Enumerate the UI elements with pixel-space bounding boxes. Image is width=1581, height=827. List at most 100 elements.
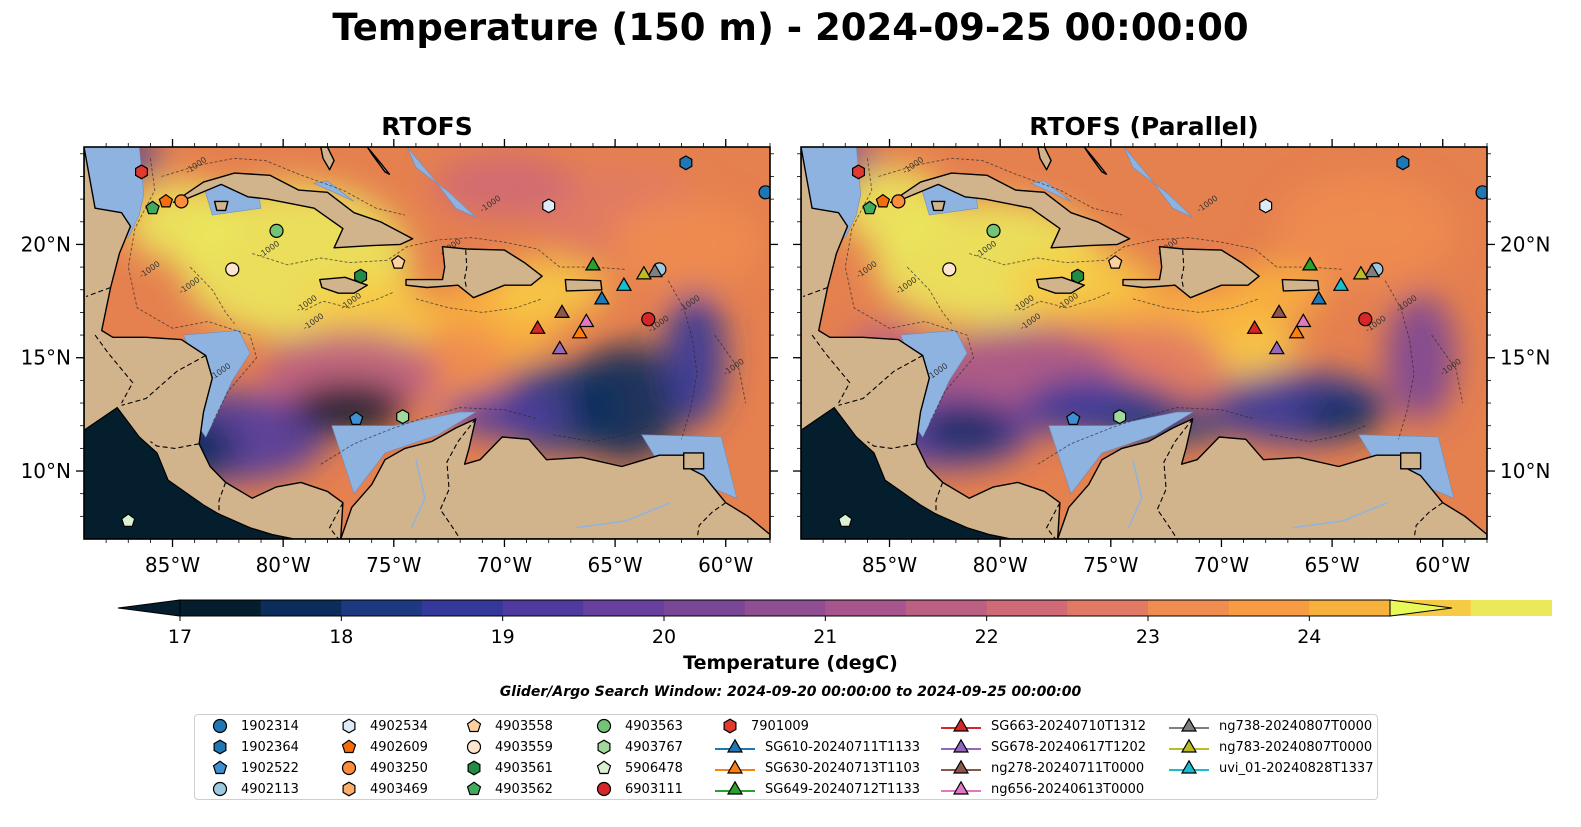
land-isla-juventud [930,200,946,212]
legend-item: 4903250 [332,758,428,778]
country-border [94,334,134,404]
legend-item: 1902314 [203,716,299,736]
colorbar-extend-min [117,599,181,617]
legend-marker-hexagon-icon [467,760,481,776]
river [410,459,426,529]
legend-label: 4903469 [370,781,428,797]
map-frame [800,146,1488,540]
country-border [867,441,917,449]
colorbar-segment [906,600,988,616]
pacific-ocean [801,406,1012,539]
colorbar-segment [986,600,1068,616]
legend-label: ng656-20240613T0000 [991,781,1145,797]
river [1127,459,1143,529]
legend-label: ng738-20240807T0000 [1219,718,1373,734]
isobath-1000 [252,237,627,270]
isobath-1000 [320,407,538,465]
lon-tick-label: 65°W [587,553,642,577]
platform-4903561 [354,268,368,284]
land-jamaica [319,276,368,294]
legend-label: uvi_01-20240828T1337 [1219,760,1374,776]
country-border [1181,250,1185,290]
legend-item: SG649-20240712T1133 [713,779,920,799]
legend-marker-triangle-icon [941,759,981,774]
platform-4903563 [269,223,284,238]
lat-tick-label: 15°N [1500,346,1550,370]
colorbar-tick-label: 18 [329,626,353,648]
legend-marker [952,780,970,795]
isobath-1000 [667,280,698,440]
lon-tick-label: 70°W [1194,553,1249,577]
legend-item: 4903561 [457,758,553,778]
legend-marker [952,759,970,774]
platform-5906478 [838,513,853,528]
legend-marker [726,780,744,795]
legend-marker-triangle-icon [941,738,981,753]
legend-marker [341,760,357,776]
legend-item: SG663-20240710T1312 [939,716,1146,736]
platform-7901009 [135,164,148,180]
legend-marker [213,739,227,755]
lon-tick-label: 80°W [973,553,1028,577]
isobath-1000 [1037,407,1255,465]
lon-tick-label: 85°W [862,553,917,577]
platform-1902522 [1065,411,1081,425]
land-isla-juventud [213,200,229,212]
colorbar-segment [341,600,423,616]
land-cuba [172,172,414,249]
legend-item: uvi_01-20240828T1337 [1167,758,1373,778]
legend-marker [596,781,612,797]
platform-ng783-20240807T0000 [1352,265,1369,280]
colorbar: 17 18 19 20 21 22 23 24 [117,599,1552,648]
legend-label: ng783-20240807T0000 [1219,739,1373,755]
platform-4903562 [862,200,877,215]
legend-item: 1902522 [203,758,299,778]
lon-tick-label: 65°W [1304,553,1359,577]
platform-4903558 [390,254,406,269]
legend-label: SG649-20240712T1133 [765,781,921,797]
legend-marker-circle-icon [212,718,228,734]
legend-label: SG678-20240617T1202 [991,739,1147,755]
country-border [439,418,477,539]
platform-5906478 [121,513,136,528]
isobath-1000 [161,157,406,216]
lon-tick-label: 60°W [1415,553,1470,577]
legend-marker-hexagon-icon [597,739,611,755]
lon-tick-label: 80°W [256,553,311,577]
platform-4902609 [875,193,891,208]
isobath-1000 [969,237,1344,270]
legend-marker-pentagon-icon [341,739,357,754]
pacific-ocean [84,406,295,539]
platform-uvi_01-20240828T1337 [1332,276,1350,291]
country-border [218,482,227,515]
legend-label: 4903563 [625,718,683,734]
legend-marker-triangle-icon [715,759,755,774]
shallow-shelf [1048,411,1194,495]
legend-label: 7901009 [751,718,809,734]
colorbar-tick-label: 22 [975,626,999,648]
platform-SG610-20240711T1133 [593,290,610,305]
lon-tick-label: 70°W [477,553,532,577]
legend-item: ng783-20240807T0000 [1167,737,1372,757]
river [1292,502,1388,529]
platform-4903561 [1071,268,1085,284]
platform-4902609 [158,193,174,208]
river [575,502,671,529]
platform-markers [121,155,770,528]
legend-item: 4903469 [332,779,428,799]
legend-item: 4902534 [332,716,428,736]
platform-4903767 [396,409,410,425]
legend-marker [212,781,228,797]
platform-6903111 [1358,312,1373,327]
colorbar-segment [1067,600,1149,616]
colorbar-segment [1309,600,1391,616]
platform-ng738-20240807T0000 [1363,263,1381,278]
legend-marker [341,739,357,754]
isobath-1000 [1384,280,1415,440]
legend-marker [212,718,228,734]
platform-ng738-20240807T0000 [646,263,664,278]
country-border [150,441,200,449]
legend-marker-pentagon-icon [466,781,482,796]
platform-1902314 [1475,185,1487,200]
